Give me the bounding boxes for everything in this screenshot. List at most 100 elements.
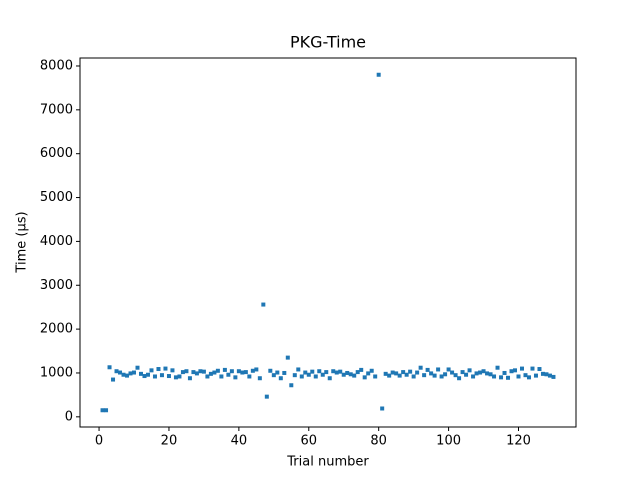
point: [383, 371, 388, 376]
point: [264, 394, 269, 399]
point: [544, 372, 549, 377]
point: [201, 369, 206, 374]
point: [516, 374, 521, 379]
point: [366, 371, 371, 376]
point: [425, 367, 430, 372]
point: [355, 370, 360, 375]
point: [436, 367, 441, 372]
point: [114, 369, 119, 374]
x-tick-label: 20: [161, 434, 178, 449]
point: [135, 365, 140, 370]
point: [310, 369, 315, 374]
point: [387, 373, 392, 378]
point: [306, 372, 311, 377]
x-axis-label: Trial number: [286, 455, 369, 470]
point: [289, 383, 294, 388]
point: [547, 373, 552, 378]
point: [478, 370, 483, 375]
y-tick-label: 6000: [40, 146, 73, 161]
point: [537, 367, 542, 372]
point: [495, 365, 500, 370]
y-tick-label: 1000: [40, 365, 73, 380]
point: [394, 371, 399, 376]
point: [397, 373, 402, 378]
point: [373, 374, 378, 379]
point: [170, 368, 175, 373]
y-axis-label: Time (µs): [15, 211, 30, 273]
point: [362, 375, 367, 380]
x-tick-label: 100: [436, 434, 461, 449]
point: [187, 376, 192, 381]
point: [236, 369, 241, 374]
point: [506, 375, 511, 380]
point: [156, 367, 161, 372]
point: [166, 374, 171, 379]
point: [233, 375, 238, 380]
point: [226, 372, 231, 377]
point: [222, 367, 227, 372]
x-tick-label: 120: [506, 434, 531, 449]
point: [285, 355, 290, 360]
y-tick-label: 5000: [40, 190, 73, 205]
point: [215, 368, 220, 373]
point: [324, 370, 329, 375]
point: [359, 367, 364, 372]
point: [271, 373, 276, 378]
point: [345, 370, 350, 375]
point: [519, 366, 524, 371]
point: [299, 374, 304, 379]
point: [313, 374, 318, 379]
point: [341, 372, 346, 377]
point: [523, 373, 528, 378]
point: [173, 375, 178, 380]
point: [118, 370, 123, 375]
point: [327, 376, 332, 381]
y-tick-label: 0: [65, 409, 73, 424]
point: [408, 369, 413, 374]
point: [128, 371, 133, 376]
point: [551, 374, 556, 379]
point: [457, 376, 462, 381]
point: [429, 371, 434, 376]
point: [121, 372, 126, 377]
point: [418, 365, 423, 370]
point: [292, 373, 297, 378]
point: [439, 374, 444, 379]
point: [526, 375, 531, 380]
point: [212, 370, 217, 375]
point: [401, 370, 406, 375]
point: [268, 368, 273, 373]
point: [159, 373, 164, 378]
point: [317, 369, 322, 374]
point: [380, 406, 385, 411]
point: [530, 366, 535, 371]
point: [453, 373, 458, 378]
point: [432, 373, 437, 378]
x-tick-label: 60: [301, 434, 318, 449]
y-tick-label: 8000: [40, 58, 73, 73]
point: [254, 367, 259, 372]
point: [334, 370, 339, 375]
point: [282, 370, 287, 375]
point: [509, 369, 514, 374]
point: [303, 370, 308, 375]
point: [485, 371, 490, 376]
point: [422, 373, 427, 378]
point: [138, 371, 143, 376]
point: [257, 376, 262, 381]
point: [194, 371, 199, 376]
point: [481, 369, 486, 374]
point: [247, 374, 252, 379]
point: [331, 369, 336, 374]
point: [250, 368, 255, 373]
point: [376, 72, 381, 77]
point: [446, 367, 451, 372]
point: [404, 372, 409, 377]
point: [540, 371, 545, 376]
point: [177, 374, 182, 379]
point: [443, 372, 448, 377]
point: [180, 370, 185, 375]
point: [278, 376, 283, 381]
x-tick-label: 80: [370, 434, 387, 449]
